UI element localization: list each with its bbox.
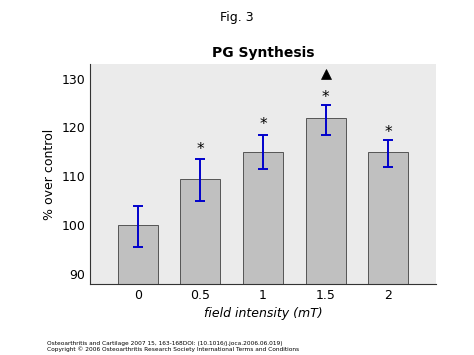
Text: Fig. 3: Fig. 3 [220,11,254,24]
Text: *: * [384,125,392,140]
Bar [180,179,220,355]
Bar [306,118,346,355]
Bar [368,152,409,355]
Bar [118,225,158,355]
Title: PG Synthesis: PG Synthesis [212,46,314,60]
X-axis label: field intensity (mT): field intensity (mT) [204,307,322,321]
Text: Osteoarthritis and Cartilage 2007 15, 163-168DOI: (10.1016/j.joca.2006.06.019)
C: Osteoarthritis and Cartilage 2007 15, 16… [47,341,300,353]
Y-axis label: % over control: % over control [43,128,56,220]
Text: *: * [259,118,267,132]
Text: *: * [197,142,204,157]
Bar [243,152,283,355]
Text: *: * [322,91,329,105]
